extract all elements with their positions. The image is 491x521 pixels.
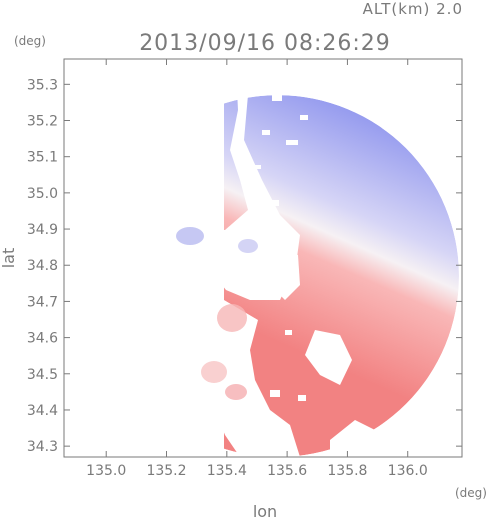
y-tick-label: 35.3	[27, 77, 58, 93]
x-tick-label: 135.8	[327, 463, 367, 479]
y-tick-label: 34.9	[27, 222, 58, 238]
altitude-label: ALT(km) 2.0	[363, 0, 463, 18]
x-tick-label: 135.6	[267, 463, 307, 479]
y-axis-label: lat	[0, 248, 18, 269]
plot-frame	[63, 58, 463, 458]
plot-axes: 135.0 135.2 135.4 135.6 135.8 136.0 34.3 34.4 34…	[27, 58, 463, 479]
x-tick-label: 135.2	[146, 463, 186, 479]
y-tick-label: 34.4	[27, 403, 58, 419]
y-tick-label: 35.1	[27, 150, 58, 166]
x-tick-label: 135.4	[207, 463, 247, 479]
y-tick-label: 35.2	[27, 114, 58, 130]
x-axis-label: lon	[253, 502, 277, 521]
y-tick-label: 34.7	[27, 294, 58, 310]
y-tick-label: 34.6	[27, 331, 58, 347]
y-tick-label: 34.5	[27, 367, 58, 383]
x-unit-label: (deg)	[455, 486, 487, 500]
y-tick-label: 35.0	[27, 186, 58, 202]
y-tick-label: 34.3	[27, 439, 58, 455]
x-tick-label: 135.0	[86, 463, 126, 479]
radar-echo-field	[97, 95, 459, 457]
y-unit-label: (deg)	[14, 34, 46, 48]
x-tick-label: 136.0	[388, 463, 428, 479]
chart-title: 2013/09/16 08:26:29	[139, 31, 391, 56]
y-tick-label: 34.8	[27, 258, 58, 274]
